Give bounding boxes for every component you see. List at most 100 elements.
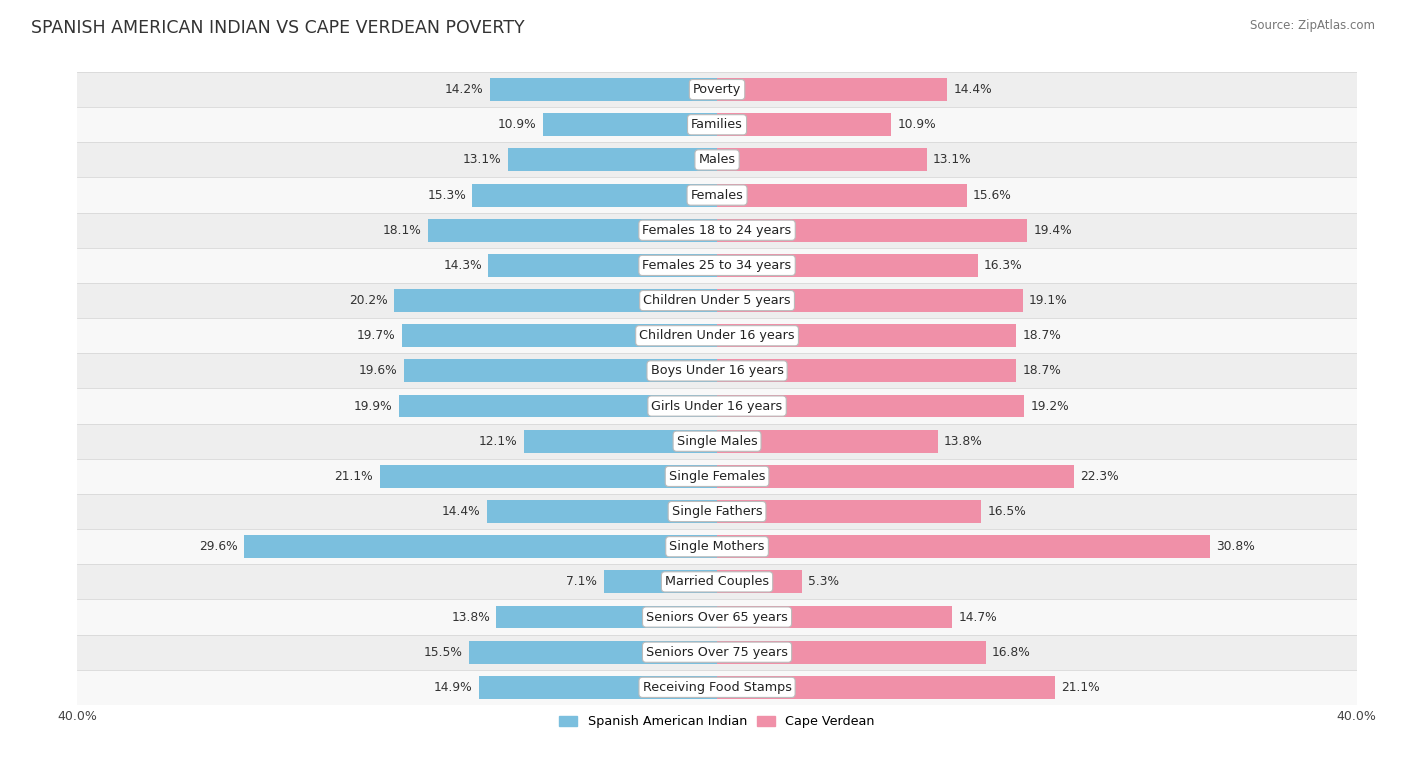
Bar [486, 500, 717, 523]
Bar [717, 676, 1054, 699]
Bar [508, 149, 717, 171]
Text: 13.1%: 13.1% [934, 153, 972, 167]
Bar [717, 254, 977, 277]
Bar [496, 606, 717, 628]
Bar [77, 143, 1357, 177]
Text: 22.3%: 22.3% [1080, 470, 1119, 483]
Bar [717, 535, 1209, 558]
Bar [77, 107, 1357, 143]
Bar [523, 430, 717, 453]
Text: Source: ZipAtlas.com: Source: ZipAtlas.com [1250, 19, 1375, 32]
Text: 10.9%: 10.9% [898, 118, 936, 131]
Text: 19.4%: 19.4% [1033, 224, 1073, 236]
Text: 12.1%: 12.1% [478, 435, 517, 448]
Bar [603, 571, 717, 594]
Bar [479, 676, 717, 699]
Bar [717, 78, 948, 101]
Text: 14.2%: 14.2% [444, 83, 484, 96]
Bar [488, 254, 717, 277]
Text: Single Females: Single Females [669, 470, 765, 483]
Text: 19.2%: 19.2% [1031, 399, 1069, 412]
Text: 10.9%: 10.9% [498, 118, 536, 131]
Bar [77, 600, 1357, 634]
Bar [77, 564, 1357, 600]
Text: 30.8%: 30.8% [1216, 540, 1254, 553]
Bar [77, 353, 1357, 388]
Text: SPANISH AMERICAN INDIAN VS CAPE VERDEAN POVERTY: SPANISH AMERICAN INDIAN VS CAPE VERDEAN … [31, 19, 524, 37]
Text: Children Under 16 years: Children Under 16 years [640, 329, 794, 342]
Text: 13.8%: 13.8% [945, 435, 983, 448]
Bar [717, 183, 966, 206]
Text: 14.3%: 14.3% [443, 259, 482, 272]
Bar [402, 324, 717, 347]
Text: 16.8%: 16.8% [993, 646, 1031, 659]
Bar [717, 359, 1017, 382]
Bar [470, 641, 717, 663]
Bar [394, 289, 717, 312]
Text: Boys Under 16 years: Boys Under 16 years [651, 365, 783, 377]
Bar [717, 114, 891, 136]
Text: 29.6%: 29.6% [198, 540, 238, 553]
Bar [427, 219, 717, 242]
Bar [380, 465, 717, 488]
Text: 13.8%: 13.8% [451, 610, 489, 624]
Bar [77, 494, 1357, 529]
Bar [77, 459, 1357, 494]
Bar [717, 500, 981, 523]
Text: 16.5%: 16.5% [987, 505, 1026, 518]
Bar [717, 395, 1024, 418]
Text: 14.7%: 14.7% [959, 610, 997, 624]
Bar [717, 324, 1017, 347]
Bar [77, 213, 1357, 248]
Bar [717, 641, 986, 663]
Bar [472, 183, 717, 206]
Bar [489, 78, 717, 101]
Text: Families: Families [692, 118, 742, 131]
Text: Single Fathers: Single Fathers [672, 505, 762, 518]
Text: 14.4%: 14.4% [953, 83, 993, 96]
Text: 7.1%: 7.1% [567, 575, 598, 588]
Text: Receiving Food Stamps: Receiving Food Stamps [643, 681, 792, 694]
Text: 14.9%: 14.9% [433, 681, 472, 694]
Bar [404, 359, 717, 382]
Bar [77, 72, 1357, 107]
Bar [243, 535, 717, 558]
Text: 18.7%: 18.7% [1022, 365, 1062, 377]
Text: 14.4%: 14.4% [441, 505, 481, 518]
Text: Single Mothers: Single Mothers [669, 540, 765, 553]
Text: 19.9%: 19.9% [354, 399, 392, 412]
Text: Single Males: Single Males [676, 435, 758, 448]
Bar [717, 430, 938, 453]
Text: 19.1%: 19.1% [1029, 294, 1067, 307]
Bar [717, 289, 1022, 312]
Text: 21.1%: 21.1% [1062, 681, 1099, 694]
Text: 18.1%: 18.1% [382, 224, 422, 236]
Text: Seniors Over 75 years: Seniors Over 75 years [647, 646, 787, 659]
Text: 19.7%: 19.7% [357, 329, 395, 342]
Text: Males: Males [699, 153, 735, 167]
Text: Children Under 5 years: Children Under 5 years [644, 294, 790, 307]
Text: 19.6%: 19.6% [359, 365, 398, 377]
Bar [77, 248, 1357, 283]
Bar [717, 219, 1028, 242]
Bar [77, 283, 1357, 318]
Text: 16.3%: 16.3% [984, 259, 1022, 272]
Bar [77, 177, 1357, 213]
Text: 15.5%: 15.5% [423, 646, 463, 659]
Text: Married Couples: Married Couples [665, 575, 769, 588]
Bar [717, 149, 927, 171]
Bar [399, 395, 717, 418]
Bar [717, 571, 801, 594]
Bar [77, 318, 1357, 353]
Text: 21.1%: 21.1% [335, 470, 373, 483]
Bar [77, 388, 1357, 424]
Text: Females: Females [690, 189, 744, 202]
Text: Females 25 to 34 years: Females 25 to 34 years [643, 259, 792, 272]
Text: Girls Under 16 years: Girls Under 16 years [651, 399, 783, 412]
Bar [77, 670, 1357, 705]
Bar [543, 114, 717, 136]
Text: Seniors Over 65 years: Seniors Over 65 years [647, 610, 787, 624]
Text: Females 18 to 24 years: Females 18 to 24 years [643, 224, 792, 236]
Bar [717, 465, 1074, 488]
Bar [77, 424, 1357, 459]
